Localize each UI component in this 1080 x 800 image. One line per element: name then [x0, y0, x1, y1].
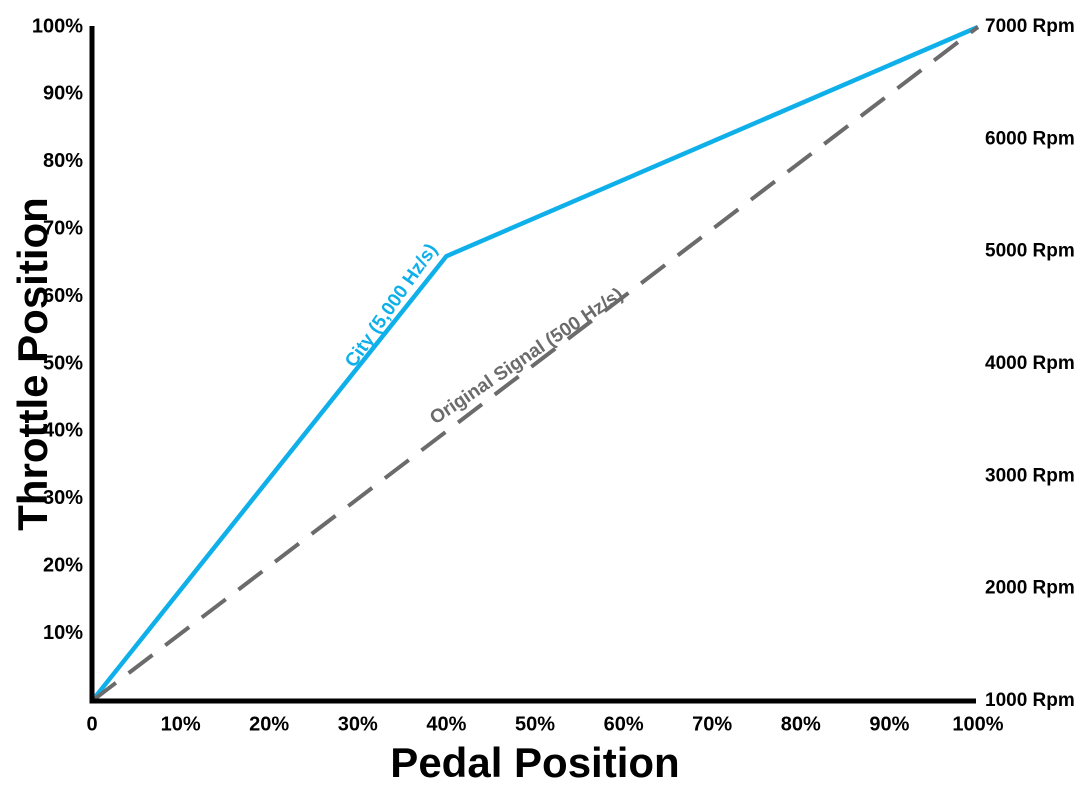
- y-axis-title: Throttle Position: [9, 197, 56, 531]
- rpm-tick-label: 4000 Rpm: [985, 353, 1075, 374]
- x-tick-label: 50%: [515, 714, 555, 736]
- x-tick-label: 30%: [338, 714, 378, 736]
- rpm-tick-label: 2000 Rpm: [985, 578, 1075, 599]
- y-tick-label: 100%: [32, 15, 83, 37]
- x-tick-label: 40%: [426, 714, 466, 736]
- y-tick-label: 40%: [43, 420, 83, 442]
- y-tick-label: 30%: [43, 487, 83, 509]
- x-tick-label: 20%: [249, 714, 289, 736]
- rpm-tick-label: 3000 Rpm: [985, 465, 1075, 486]
- x-tick-label: 10%: [161, 714, 201, 736]
- series-line-city: [90, 24, 979, 703]
- rpm-tick-label: 5000 Rpm: [985, 241, 1075, 262]
- y-tick-label: 50%: [43, 352, 83, 374]
- series-line-original-signal: [90, 25, 980, 703]
- y-tick-label: 20%: [43, 554, 83, 576]
- y-tick-label: 80%: [43, 150, 83, 172]
- rpm-tick-label: 7000 Rpm: [985, 16, 1075, 37]
- x-tick-label: 0: [86, 714, 97, 736]
- y-tick-label: 70%: [43, 217, 83, 239]
- x-tick-label: 80%: [781, 714, 821, 736]
- y-tick-label: 90%: [43, 83, 83, 105]
- rpm-tick-label: 6000 Rpm: [985, 128, 1075, 149]
- rpm-tick-label: 1000 Rpm: [985, 690, 1075, 711]
- x-tick-label: 70%: [692, 714, 732, 736]
- y-tick-label: 60%: [43, 285, 83, 307]
- x-tick-label: 100%: [952, 714, 1003, 736]
- y-tick-label: 10%: [43, 622, 83, 644]
- x-axis-title: Pedal Position: [390, 739, 680, 786]
- x-tick-label: 60%: [604, 714, 644, 736]
- x-tick-label: 90%: [869, 714, 909, 736]
